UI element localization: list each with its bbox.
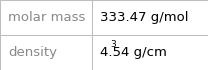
Text: 4.54 g/cm: 4.54 g/cm [100, 46, 167, 59]
Text: 3: 3 [111, 40, 116, 49]
Text: 333.47 g/mol: 333.47 g/mol [100, 11, 188, 24]
Text: density: density [8, 46, 57, 59]
Bar [0, 35, 208, 70]
Bar [0, 0, 208, 35]
Text: molar mass: molar mass [8, 11, 86, 24]
